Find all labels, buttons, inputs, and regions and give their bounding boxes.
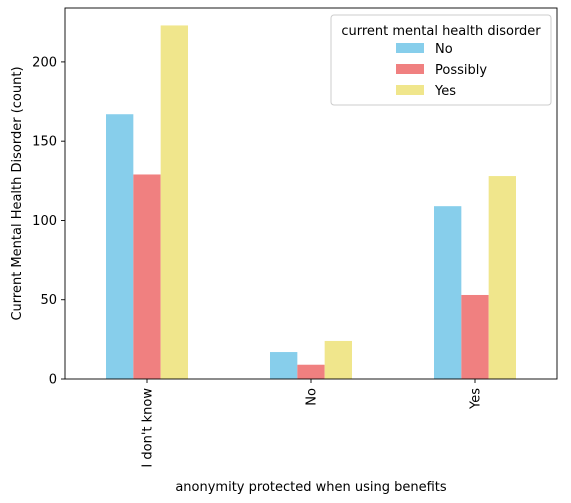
legend: current mental health disorder No Possibl… [330,14,552,106]
bar-yes-1 [160,25,188,379]
y-axis-label: Current Mental Health Disorder (count) [10,66,25,320]
y-tick-label: 150 [32,135,57,150]
y-tick-label: 50 [40,293,57,308]
bar-possibly-2 [297,364,325,379]
bar-possibly-3 [461,294,489,379]
x-tick-label: Yes [469,388,484,410]
legend-label-yes: Yes [434,84,456,99]
legend-box [330,14,552,106]
y-tick-label: 200 [32,55,57,70]
x-axis: I don't know No Yes [141,379,484,468]
plot-frame [64,7,558,380]
legend-label-no: No [435,42,453,57]
x-tick-label: No [305,388,320,406]
y-tick-label: 0 [49,373,57,388]
y-axis: 0 50 100 150 200 [32,55,65,388]
legend-title: current mental health disorder [341,24,541,39]
legend-swatch-possibly [396,64,424,74]
legend-swatch-yes [396,85,424,95]
legend-items: No Possibly Yes [396,42,487,99]
bar-no-3 [434,206,462,379]
x-tick-label: I don't know [141,388,156,468]
bar-yes-2 [324,340,352,379]
legend-label-possibly: Possibly [435,63,487,78]
bar-no-2 [270,352,298,379]
y-tick-label: 100 [32,214,57,229]
bar-possibly-1 [133,174,161,379]
x-axis-label: anonymity protected when using benefits [175,480,447,495]
bar-yes-3 [488,176,516,379]
bar-no-1 [106,114,134,379]
legend-swatch-no [396,43,424,53]
bars-group [106,25,516,379]
